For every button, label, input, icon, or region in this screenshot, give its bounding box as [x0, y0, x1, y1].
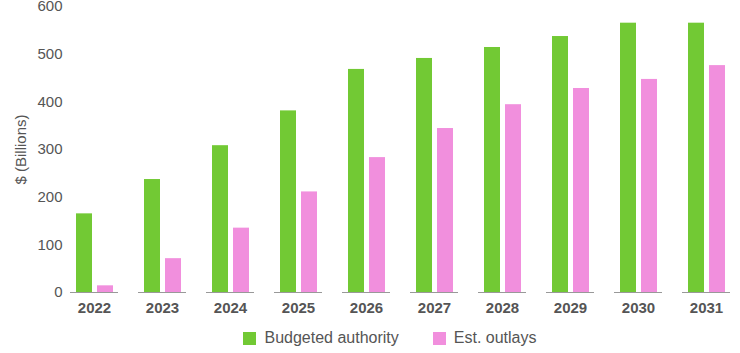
html-text:Budgeted authority: Budgeted authority [264, 329, 399, 346]
svg-text:600: 600 [37, 0, 62, 14]
svg-text:0: 0 [54, 283, 62, 300]
svg-text:2024: 2024 [214, 299, 248, 316]
svg-text:2026: 2026 [350, 299, 383, 316]
svg-text:2030: 2030 [622, 299, 655, 316]
svg-text:2028: 2028 [486, 299, 519, 316]
svg-text:500: 500 [37, 45, 62, 62]
svg-text:2029: 2029 [554, 299, 587, 316]
svg-text:2027: 2027 [418, 299, 451, 316]
svg-text:$ (Billions): $ (Billions) [12, 114, 29, 184]
svg-text:2023: 2023 [146, 299, 179, 316]
svg-text:400: 400 [37, 93, 62, 110]
html-text:Est. outlays: Est. outlays [453, 329, 537, 346]
svg-text:100: 100 [37, 236, 62, 253]
svg-text:300: 300 [37, 140, 62, 157]
svg-text:2031: 2031 [690, 299, 723, 316]
svg-text:200: 200 [37, 188, 62, 205]
svg-text:2022: 2022 [78, 299, 111, 316]
svg-text:2025: 2025 [282, 299, 315, 316]
